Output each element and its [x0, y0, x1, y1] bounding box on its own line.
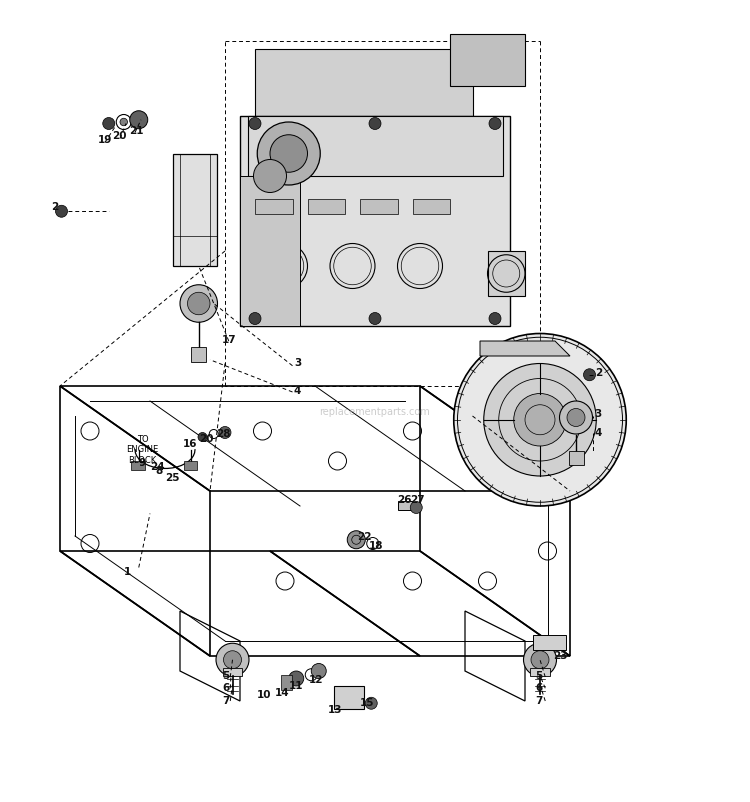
- Polygon shape: [240, 116, 510, 326]
- Text: 21: 21: [129, 126, 143, 136]
- Bar: [184, 461, 197, 470]
- Polygon shape: [308, 199, 345, 213]
- Text: 15: 15: [360, 698, 374, 707]
- Text: 20: 20: [112, 132, 127, 141]
- Text: 13: 13: [328, 705, 342, 715]
- Circle shape: [524, 643, 556, 676]
- Circle shape: [224, 650, 242, 669]
- Circle shape: [219, 427, 231, 439]
- Polygon shape: [413, 199, 450, 213]
- Circle shape: [120, 118, 128, 126]
- Circle shape: [584, 369, 596, 381]
- Circle shape: [188, 292, 210, 314]
- Circle shape: [249, 313, 261, 325]
- Text: 20: 20: [199, 434, 213, 444]
- Circle shape: [567, 408, 585, 427]
- Text: 5: 5: [536, 671, 543, 681]
- Polygon shape: [172, 153, 217, 266]
- Circle shape: [369, 313, 381, 325]
- Text: 23: 23: [553, 651, 567, 661]
- Text: 22: 22: [357, 533, 371, 542]
- Circle shape: [560, 401, 592, 434]
- Text: 12: 12: [309, 675, 323, 685]
- Polygon shape: [255, 79, 285, 139]
- Circle shape: [489, 118, 501, 129]
- Polygon shape: [450, 34, 525, 86]
- Bar: [223, 668, 242, 675]
- Circle shape: [347, 531, 365, 549]
- Circle shape: [56, 205, 68, 217]
- Polygon shape: [480, 341, 570, 356]
- Circle shape: [198, 432, 207, 441]
- Circle shape: [289, 671, 304, 686]
- Circle shape: [514, 394, 566, 446]
- Circle shape: [410, 501, 422, 513]
- Circle shape: [254, 160, 286, 192]
- Circle shape: [103, 118, 115, 129]
- Circle shape: [369, 118, 381, 129]
- Text: 17: 17: [222, 334, 237, 345]
- Text: 16: 16: [183, 439, 197, 449]
- Text: 26: 26: [398, 495, 412, 505]
- Polygon shape: [488, 251, 525, 296]
- Text: 27: 27: [410, 495, 424, 505]
- Text: 19: 19: [98, 135, 112, 145]
- Text: 18: 18: [369, 541, 383, 551]
- Circle shape: [180, 285, 218, 322]
- Text: 9: 9: [139, 457, 146, 468]
- Text: 25: 25: [165, 473, 179, 484]
- Text: 2: 2: [595, 367, 602, 378]
- Text: 24: 24: [150, 462, 165, 472]
- Text: 14: 14: [274, 688, 290, 699]
- Polygon shape: [300, 79, 330, 139]
- Circle shape: [249, 118, 261, 129]
- Circle shape: [216, 643, 249, 676]
- Bar: [532, 635, 566, 650]
- Text: 6: 6: [536, 683, 543, 693]
- Polygon shape: [248, 116, 502, 176]
- Polygon shape: [255, 48, 472, 116]
- Text: 7: 7: [536, 696, 543, 706]
- Text: 4: 4: [294, 386, 302, 395]
- Circle shape: [484, 363, 596, 476]
- Text: 1: 1: [124, 567, 131, 577]
- Polygon shape: [255, 199, 292, 213]
- Bar: [334, 686, 364, 708]
- Text: TO
ENGINE
BLOCK: TO ENGINE BLOCK: [126, 435, 159, 464]
- Text: 4: 4: [595, 427, 602, 438]
- Polygon shape: [240, 176, 300, 326]
- Bar: [568, 452, 584, 464]
- Bar: [191, 347, 206, 362]
- Circle shape: [489, 313, 501, 325]
- Bar: [398, 500, 412, 510]
- Bar: [530, 668, 550, 675]
- Text: 28: 28: [216, 429, 230, 439]
- Text: 6: 6: [222, 683, 230, 693]
- Circle shape: [311, 663, 326, 678]
- Text: 5: 5: [222, 671, 230, 681]
- Text: 11: 11: [289, 681, 303, 691]
- Text: 2: 2: [51, 202, 58, 213]
- Circle shape: [130, 111, 148, 129]
- Text: 7: 7: [222, 696, 230, 706]
- Polygon shape: [360, 199, 398, 213]
- Text: 3: 3: [294, 358, 302, 368]
- Bar: [281, 674, 292, 690]
- Circle shape: [454, 334, 626, 506]
- Polygon shape: [345, 79, 375, 139]
- Text: 3: 3: [595, 409, 602, 419]
- Text: 8: 8: [155, 466, 163, 476]
- Polygon shape: [435, 79, 465, 139]
- Polygon shape: [390, 79, 420, 139]
- Circle shape: [257, 122, 320, 185]
- Circle shape: [270, 135, 308, 172]
- Circle shape: [531, 650, 549, 669]
- Text: 10: 10: [256, 690, 271, 700]
- Bar: [131, 461, 145, 470]
- Circle shape: [365, 697, 377, 709]
- Text: replacementparts.com: replacementparts.com: [320, 407, 430, 417]
